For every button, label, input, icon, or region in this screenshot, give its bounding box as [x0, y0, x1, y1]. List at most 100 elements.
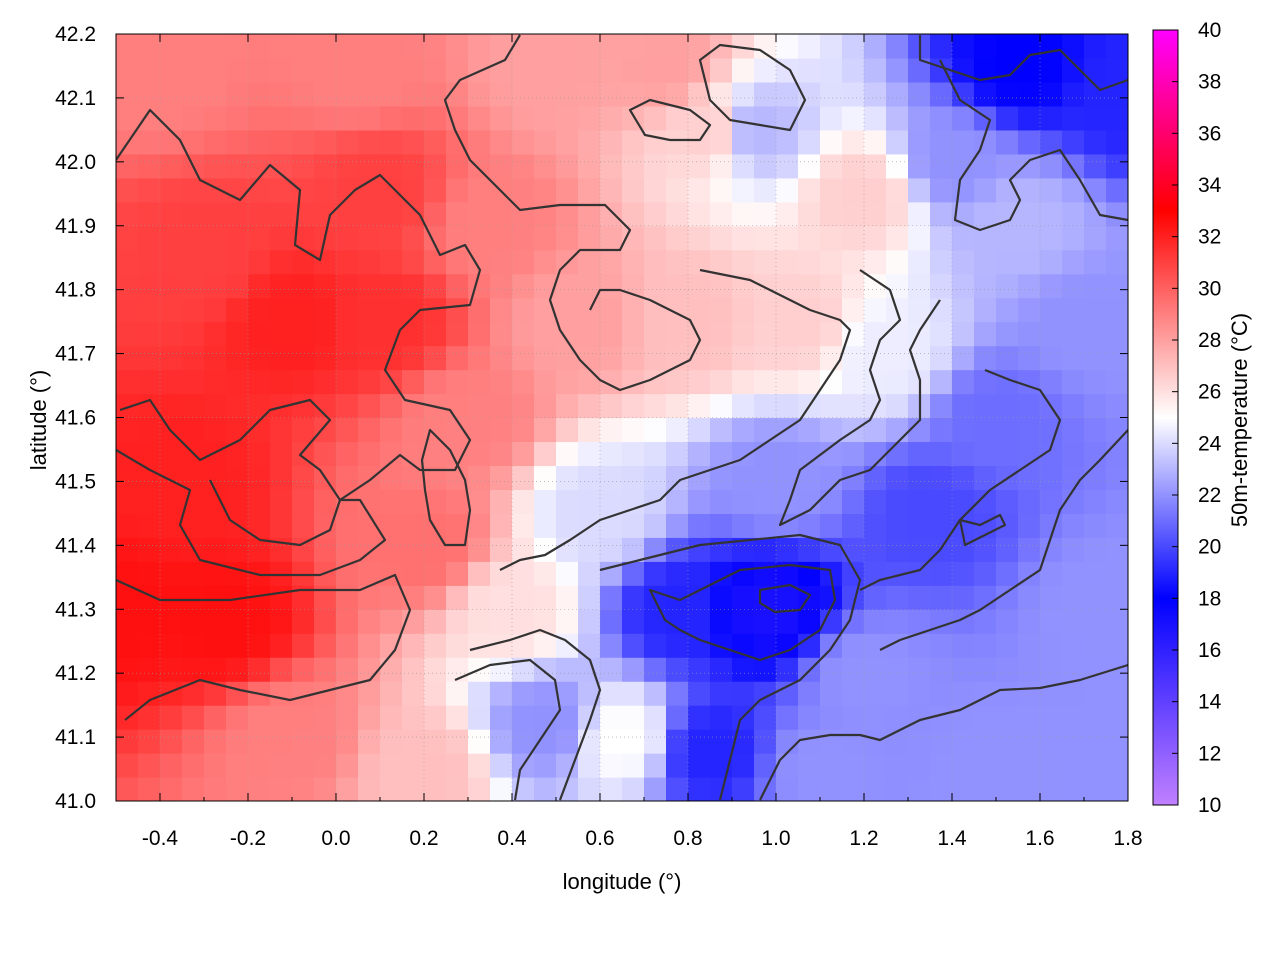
heat-cell	[468, 129, 491, 155]
heat-cell	[292, 345, 315, 371]
heat-cell	[138, 753, 161, 778]
heat-cell	[710, 441, 733, 467]
heat-cell	[1106, 105, 1128, 131]
heat-cell	[358, 297, 381, 323]
heat-cell	[622, 465, 645, 491]
heat-cell	[270, 153, 293, 179]
heat-cell	[710, 249, 733, 275]
heat-cell	[886, 393, 909, 419]
heat-cell	[644, 345, 667, 371]
heat-cell	[270, 681, 293, 706]
heat-cell	[160, 753, 183, 778]
heat-cell	[534, 153, 557, 179]
heat-cell	[226, 225, 249, 251]
heat-cell	[908, 417, 931, 443]
heat-cell	[336, 633, 359, 658]
heat-cell	[908, 609, 931, 634]
heat-cell	[512, 225, 535, 251]
heat-cell	[754, 129, 777, 155]
heat-cell	[270, 57, 293, 83]
heat-cell	[644, 681, 667, 706]
heat-cell	[600, 129, 623, 155]
heat-cell	[952, 729, 975, 754]
heat-cell	[886, 225, 909, 251]
heat-cell	[1106, 129, 1128, 155]
heat-cell	[1062, 441, 1085, 467]
heat-cell	[556, 561, 579, 586]
heat-cell	[732, 729, 755, 754]
heat-cell	[600, 777, 623, 801]
heat-cell	[226, 129, 249, 155]
heat-cell	[226, 153, 249, 179]
heat-cell	[138, 537, 161, 562]
x-tick-label: 1.8	[1113, 827, 1142, 850]
heat-cell	[424, 633, 447, 658]
heat-cell	[358, 34, 381, 59]
heat-cell	[358, 561, 381, 586]
heat-cell	[908, 81, 931, 107]
heat-cell	[468, 441, 491, 467]
heat-cell	[908, 57, 931, 83]
heat-cell	[556, 753, 579, 778]
y-tick-label: 42.2	[55, 23, 96, 46]
heat-cell	[1106, 225, 1128, 251]
heat-cell	[358, 753, 381, 778]
heat-cell	[314, 369, 337, 395]
heat-cell	[688, 393, 711, 419]
heat-cell	[710, 585, 733, 610]
heat-cell	[248, 441, 271, 467]
heat-cell	[754, 57, 777, 83]
heat-cell	[424, 753, 447, 778]
heat-cell	[204, 34, 227, 59]
heat-cell	[732, 537, 755, 562]
heat-cell	[204, 369, 227, 395]
heat-cell	[710, 705, 733, 730]
heat-cell	[380, 273, 403, 299]
heat-cell	[908, 657, 931, 682]
heat-cell	[996, 513, 1019, 538]
heat-cell	[1062, 345, 1085, 371]
heat-cell	[556, 225, 579, 251]
heat-cell	[908, 489, 931, 514]
heat-cell	[380, 57, 403, 83]
heat-cell	[1084, 369, 1107, 395]
heat-cell	[1106, 34, 1128, 59]
heat-cell	[534, 393, 557, 419]
heat-cell	[336, 417, 359, 443]
heat-cell	[622, 657, 645, 682]
heat-cell	[556, 657, 579, 682]
heat-cell	[446, 345, 469, 371]
heat-cell	[930, 417, 953, 443]
heat-cell	[908, 201, 931, 227]
heat-cell	[842, 345, 865, 371]
heat-cell	[424, 417, 447, 443]
heat-cell	[116, 105, 139, 131]
heat-cell	[424, 441, 447, 467]
heat-cell	[182, 105, 205, 131]
heat-cell	[380, 81, 403, 107]
heat-cell	[490, 681, 513, 706]
heat-cell	[864, 177, 887, 203]
heat-cell	[864, 57, 887, 83]
heat-cell	[512, 249, 535, 275]
heat-cell	[1040, 57, 1063, 83]
heat-cell	[886, 777, 909, 801]
heat-cell	[358, 225, 381, 251]
heat-cell	[622, 129, 645, 155]
heat-cell	[292, 729, 315, 754]
heat-cell	[666, 777, 689, 801]
heat-cell	[468, 729, 491, 754]
isotherm-south-valley	[469, 628, 602, 801]
heat-cell	[666, 729, 689, 754]
heat-cell	[886, 177, 909, 203]
heat-cell	[512, 321, 535, 347]
heat-cell	[842, 705, 865, 730]
heat-cell	[666, 57, 689, 83]
heat-cell	[556, 585, 579, 610]
heat-cell	[490, 537, 513, 562]
heat-cell	[160, 249, 183, 275]
heat-cell	[138, 489, 161, 514]
heat-cell	[160, 201, 183, 227]
heat-cell	[512, 345, 535, 371]
heat-cell	[908, 153, 931, 179]
